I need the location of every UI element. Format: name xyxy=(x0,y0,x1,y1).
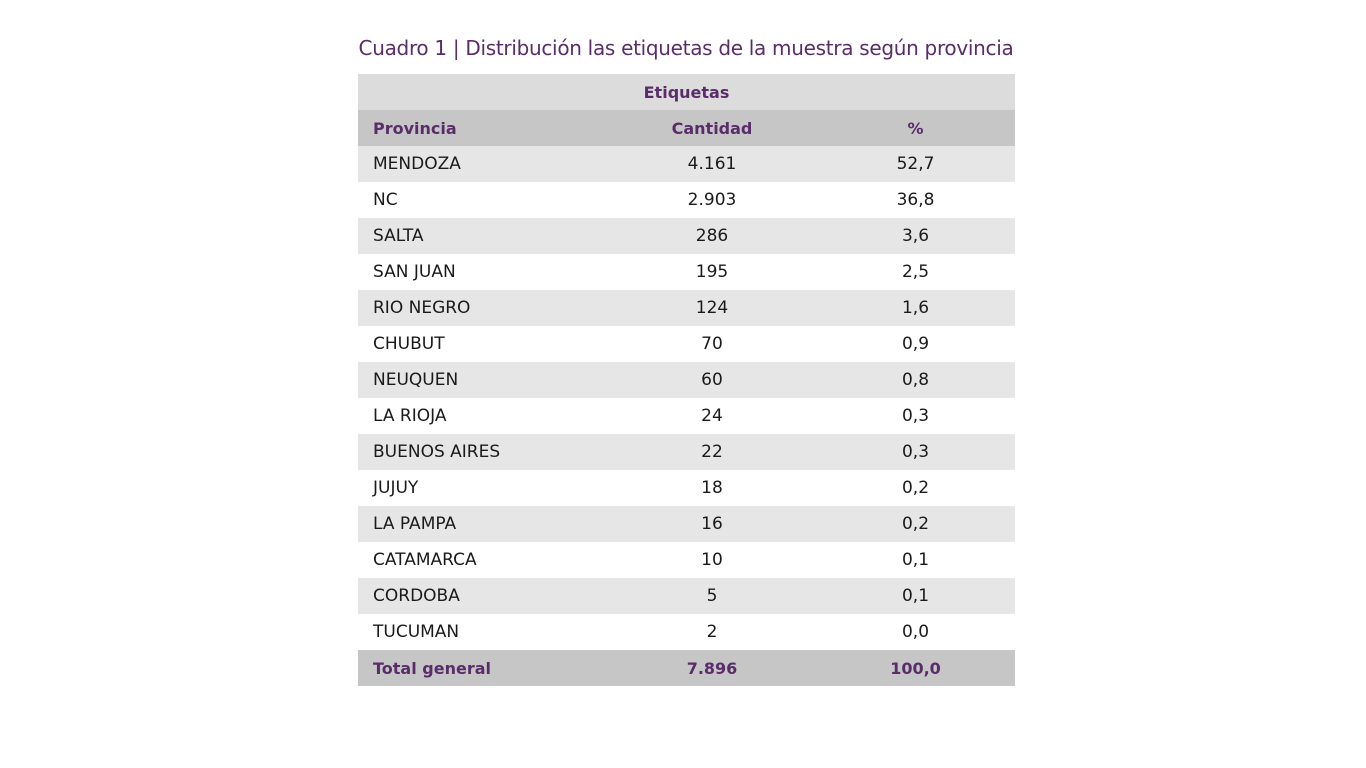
table-row: NEUQUEN 60 0,8 xyxy=(358,362,1015,398)
percent-cell: 0,8 xyxy=(816,362,1015,398)
table-row: LA RIOJA 24 0,3 xyxy=(358,398,1015,434)
provincia-cell: SAN JUAN xyxy=(358,254,608,290)
table-row: SALTA 286 3,6 xyxy=(358,218,1015,254)
table-row: NC 2.903 36,8 xyxy=(358,182,1015,218)
percent-cell: 0,9 xyxy=(816,326,1015,362)
total-row: Total general 7.896 100,0 xyxy=(358,650,1015,686)
table-row: RIO NEGRO 124 1,6 xyxy=(358,290,1015,326)
cantidad-cell: 24 xyxy=(608,398,816,434)
province-distribution-table: Etiquetas Provincia Cantidad % MENDOZA 4.… xyxy=(358,74,1015,686)
table-row: CHUBUT 70 0,9 xyxy=(358,326,1015,362)
cantidad-cell: 22 xyxy=(608,434,816,470)
table-row: JUJUY 18 0,2 xyxy=(358,470,1015,506)
percent-cell: 0,3 xyxy=(816,398,1015,434)
table-row: BUENOS AIRES 22 0,3 xyxy=(358,434,1015,470)
column-header-provincia: Provincia xyxy=(358,110,608,146)
percent-cell: 0,1 xyxy=(816,542,1015,578)
provincia-cell: CHUBUT xyxy=(358,326,608,362)
percent-cell: 0,1 xyxy=(816,578,1015,614)
provincia-cell: CORDOBA xyxy=(358,578,608,614)
table-row: TUCUMAN 2 0,0 xyxy=(358,614,1015,650)
provincia-cell: CATAMARCA xyxy=(358,542,608,578)
total-cantidad: 7.896 xyxy=(608,650,816,686)
provincia-cell: LA RIOJA xyxy=(358,398,608,434)
cantidad-cell: 16 xyxy=(608,506,816,542)
group-header-row: Etiquetas xyxy=(358,74,1015,110)
provincia-cell: MENDOZA xyxy=(358,146,608,182)
table-row: CATAMARCA 10 0,1 xyxy=(358,542,1015,578)
table-row: LA PAMPA 16 0,2 xyxy=(358,506,1015,542)
cantidad-cell: 60 xyxy=(608,362,816,398)
percent-cell: 0,2 xyxy=(816,470,1015,506)
cantidad-cell: 195 xyxy=(608,254,816,290)
cantidad-cell: 2 xyxy=(608,614,816,650)
cantidad-cell: 2.903 xyxy=(608,182,816,218)
percent-cell: 3,6 xyxy=(816,218,1015,254)
provincia-cell: NEUQUEN xyxy=(358,362,608,398)
column-header-row: Provincia Cantidad % xyxy=(358,110,1015,146)
table-row: CORDOBA 5 0,1 xyxy=(358,578,1015,614)
cantidad-cell: 5 xyxy=(608,578,816,614)
column-header-cantidad: Cantidad xyxy=(608,110,816,146)
percent-cell: 2,5 xyxy=(816,254,1015,290)
group-header-etiquetas: Etiquetas xyxy=(358,74,1015,110)
provincia-cell: TUCUMAN xyxy=(358,614,608,650)
total-percent: 100,0 xyxy=(816,650,1015,686)
table-row: SAN JUAN 195 2,5 xyxy=(358,254,1015,290)
column-header-percent: % xyxy=(816,110,1015,146)
cantidad-cell: 286 xyxy=(608,218,816,254)
provincia-cell: RIO NEGRO xyxy=(358,290,608,326)
percent-cell: 0,3 xyxy=(816,434,1015,470)
cantidad-cell: 124 xyxy=(608,290,816,326)
percent-cell: 0,2 xyxy=(816,506,1015,542)
percent-cell: 0,0 xyxy=(816,614,1015,650)
percent-cell: 52,7 xyxy=(816,146,1015,182)
cantidad-cell: 70 xyxy=(608,326,816,362)
cantidad-cell: 4.161 xyxy=(608,146,816,182)
provincia-cell: NC xyxy=(358,182,608,218)
table-caption: Cuadro 1 | Distribución las etiquetas de… xyxy=(358,36,1014,60)
cantidad-cell: 18 xyxy=(608,470,816,506)
percent-cell: 1,6 xyxy=(816,290,1015,326)
provincia-cell: JUJUY xyxy=(358,470,608,506)
total-label: Total general xyxy=(358,650,608,686)
table-row: MENDOZA 4.161 52,7 xyxy=(358,146,1015,182)
provincia-cell: SALTA xyxy=(358,218,608,254)
cantidad-cell: 10 xyxy=(608,542,816,578)
provincia-cell: LA PAMPA xyxy=(358,506,608,542)
percent-cell: 36,8 xyxy=(816,182,1015,218)
provincia-cell: BUENOS AIRES xyxy=(358,434,608,470)
